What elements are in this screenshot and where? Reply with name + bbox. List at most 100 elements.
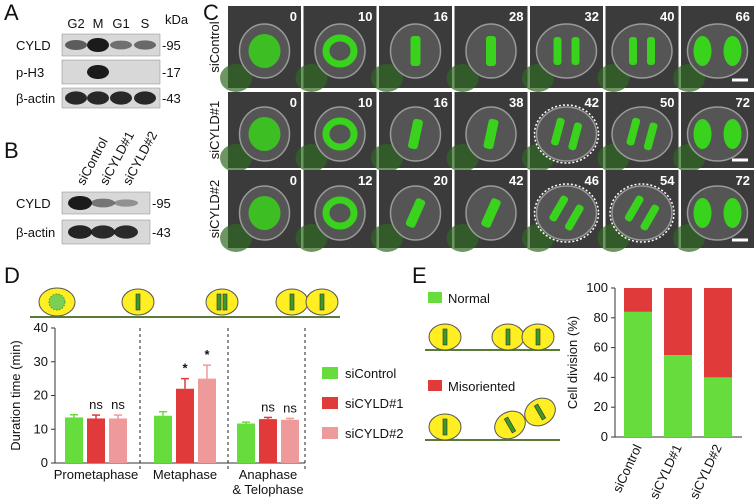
time-label: 42 <box>585 95 599 110</box>
cell-schematic <box>305 288 339 316</box>
cell-schematic <box>121 288 155 316</box>
chromosome-bar <box>442 418 448 436</box>
time-label: 16 <box>434 95 448 110</box>
cell-outline <box>535 106 598 162</box>
y-axis-label: Cell division (%) <box>565 316 580 409</box>
time-label: 40 <box>660 9 674 24</box>
y-tick-label: 10 <box>34 421 48 436</box>
cell-schematic <box>521 323 555 351</box>
neighbor-cell <box>446 64 479 92</box>
cell-schematic <box>428 413 462 441</box>
blot-band <box>65 40 87 50</box>
y-tick-label: 80 <box>594 310 608 325</box>
chromatin <box>693 198 712 228</box>
time-label: 38 <box>509 95 523 110</box>
legend-label: siCYLD#2 <box>345 426 404 441</box>
blot-band <box>134 40 156 50</box>
row-label: CYLD <box>16 196 51 211</box>
chromosome-bar <box>289 293 295 311</box>
row-label: siCYLD#1 <box>207 101 222 160</box>
y-tick-label: 100 <box>586 280 608 295</box>
x-tick-label: Metaphase <box>152 467 218 482</box>
chromatin <box>322 34 358 68</box>
chromosome-bar <box>503 416 517 434</box>
legend-swatch <box>322 397 338 409</box>
neighbor-cell <box>220 64 252 92</box>
chromatin <box>410 36 421 66</box>
chromatin <box>629 37 637 65</box>
time-label: 72 <box>736 95 750 110</box>
chromatin <box>723 198 742 228</box>
neighbor-cell <box>371 224 403 252</box>
chromosome-bar <box>216 293 222 311</box>
blot-strip <box>61 59 161 85</box>
marker-label: -43 <box>152 225 171 240</box>
row-label: β-actin <box>16 91 55 106</box>
bar-segment <box>664 288 692 356</box>
chromatin <box>568 122 583 151</box>
blot-band <box>68 225 92 239</box>
chromatin <box>640 204 660 231</box>
lane-label: S <box>141 16 150 31</box>
chromosome-bar <box>135 293 141 311</box>
blot-band <box>114 199 138 207</box>
time-label: 42 <box>509 173 523 188</box>
bar-segment <box>664 355 692 437</box>
blot-band <box>114 225 138 239</box>
neighbor-cell <box>371 64 403 92</box>
time-label: 10 <box>358 9 372 24</box>
chromatin <box>248 117 281 151</box>
significance-label: ns <box>283 400 297 415</box>
blot-band <box>91 198 115 208</box>
row-label: p-H3 <box>16 65 44 80</box>
cell-schematic <box>275 288 309 316</box>
chromatin <box>550 117 565 146</box>
time-label: 16 <box>434 9 448 24</box>
chromatin <box>405 198 426 228</box>
bar <box>237 423 255 463</box>
legend-swatch <box>428 380 442 391</box>
neighbor-cell <box>446 224 479 252</box>
chromatin <box>626 117 641 146</box>
blot-band <box>68 196 92 210</box>
legend-label: siControl <box>345 366 396 381</box>
cell-outline <box>535 23 598 79</box>
y-tick-label: 30 <box>34 354 48 369</box>
cell-schematic <box>491 323 525 351</box>
time-label: 28 <box>509 9 523 24</box>
time-label: 0 <box>290 9 297 24</box>
marker-label: -95 <box>162 38 181 53</box>
blot-band <box>91 225 115 239</box>
chromatin <box>248 196 281 230</box>
chromatin <box>693 36 712 66</box>
legend-label: siCYLD#1 <box>345 396 404 411</box>
time-label: 0 <box>290 95 297 110</box>
panel-letter: A <box>4 0 19 25</box>
chromosome-bar <box>222 293 228 311</box>
bar <box>109 418 127 463</box>
x-tick-label: Anaphase & Telophase <box>232 467 304 497</box>
chromatin <box>647 37 655 65</box>
cell-outline <box>314 23 366 79</box>
time-label: 50 <box>660 95 674 110</box>
neighbor-cell <box>446 144 479 172</box>
marker-label: -43 <box>162 91 181 106</box>
chromatin <box>322 117 358 151</box>
blot-band <box>87 65 109 79</box>
bar-segment <box>704 377 732 437</box>
chromosome-bar <box>533 403 547 421</box>
row-label: siCYLD#2 <box>207 180 222 239</box>
time-label: 10 <box>358 95 372 110</box>
time-label: 46 <box>585 173 599 188</box>
y-tick-label: 40 <box>594 369 608 384</box>
blot-band <box>110 91 132 105</box>
dotted-outline <box>533 104 600 164</box>
cell-outline <box>611 23 673 79</box>
chromatin <box>723 119 742 149</box>
bar-segment <box>624 288 652 312</box>
y-tick-label: 20 <box>594 399 608 414</box>
significance-label: ns <box>111 397 125 412</box>
cell-body <box>205 288 239 316</box>
row-label: β-actin <box>16 225 55 240</box>
